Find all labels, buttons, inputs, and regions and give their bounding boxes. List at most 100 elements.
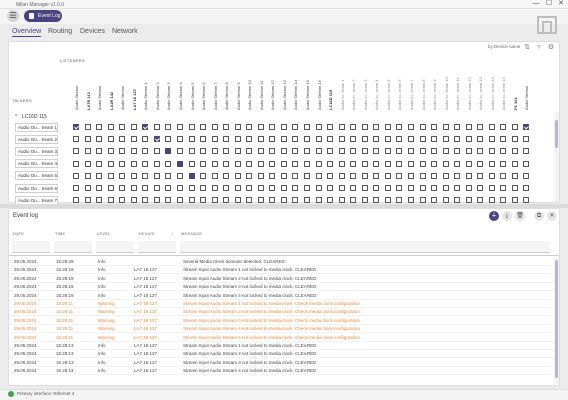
crosspoint-checkbox[interactable]: [500, 136, 507, 143]
crosspoint-checkbox[interactable]: [396, 160, 403, 167]
crosspoint-checkbox[interactable]: [211, 197, 218, 204]
settings-icon[interactable]: ⚙: [547, 44, 555, 51]
listener-column-header[interactable]: Audio Stream 10: [247, 80, 253, 110]
crosspoint-checkbox[interactable]: [234, 136, 241, 143]
crosspoint-checkbox[interactable]: [396, 197, 403, 204]
listener-column-header[interactable]: Audio Stream 1: [143, 82, 149, 110]
sort-icon[interactable]: ⇅: [524, 44, 530, 51]
crosspoint-checkbox[interactable]: [234, 197, 241, 204]
crosspoint-checkbox[interactable]: [477, 160, 484, 167]
crosspoint-checkbox[interactable]: [511, 172, 518, 179]
crosspoint-checkbox[interactable]: [165, 197, 172, 204]
crosspoint-checkbox[interactable]: [465, 148, 472, 155]
crosspoint-checkbox[interactable]: [511, 148, 518, 155]
sort-dropdown[interactable]: by Device name: [488, 44, 521, 49]
table-row[interactable]: 29.05.2024 15:28:13 Info LA7 16 127 Stream I…: [9, 350, 554, 359]
crosspoint-checkbox[interactable]: [246, 124, 253, 130]
crosspoint-checkbox[interactable]: [361, 185, 368, 191]
crosspoint-checkbox[interactable]: [511, 124, 518, 130]
crosspoint-checkbox[interactable]: [419, 172, 426, 179]
crosspoint-checkbox[interactable]: [523, 124, 530, 130]
crosspoint-checkbox[interactable]: [188, 148, 195, 155]
crosspoint-checkbox[interactable]: [223, 136, 230, 143]
crosspoint-checkbox[interactable]: [431, 197, 438, 204]
listener-column-header[interactable]: Audio Stream 15: [305, 80, 310, 110]
crosspoint-checkbox[interactable]: [130, 136, 137, 143]
crosspoint-checkbox[interactable]: [442, 197, 449, 204]
crosspoint-checkbox[interactable]: [153, 160, 160, 167]
crosspoint-checkbox[interactable]: [269, 136, 276, 143]
crosspoint-checkbox[interactable]: [107, 172, 114, 179]
filter-icon[interactable]: ▿: [537, 44, 541, 51]
listener-column-header[interactable]: Audio In...ream 14: [489, 77, 495, 110]
crosspoint-checkbox[interactable]: [73, 172, 79, 179]
crosspoint-checkbox[interactable]: [384, 124, 391, 130]
crosspoint-checkbox[interactable]: [73, 148, 79, 155]
crosspoint-checkbox[interactable]: [338, 136, 345, 143]
crosspoint-checkbox[interactable]: [419, 185, 426, 191]
talker-stream-label[interactable]: Audio Ou... tream 3: [15, 146, 58, 156]
talker-stream-label[interactable]: Audio Ou... tream 4: [15, 159, 58, 169]
crosspoint-checkbox[interactable]: [246, 185, 253, 191]
filter-icon[interactable]: ⏚: [489, 211, 499, 221]
crosspoint-checkbox[interactable]: [234, 148, 241, 155]
listener-column-header[interactable]: Audio Stream: [74, 85, 79, 110]
download-icon[interactable]: ⤓: [502, 211, 512, 221]
crosspoint-checkbox[interactable]: [165, 136, 172, 143]
level-filter-input[interactable]: [96, 241, 134, 253]
crosspoint-checkbox[interactable]: [465, 124, 472, 130]
crosspoint-checkbox[interactable]: [96, 172, 103, 179]
crosspoint-checkbox[interactable]: [327, 160, 334, 167]
crosspoint-checkbox[interactable]: [338, 160, 345, 167]
listener-column-header[interactable]: Audio In...ream 10: [443, 77, 449, 110]
listener-column-header[interactable]: LC16D 115: [328, 89, 334, 110]
minimize-button[interactable]: —: [532, 0, 540, 7]
crosspoint-checkbox[interactable]: [84, 160, 91, 167]
table-row[interactable]: 29.05.2024 15:28:19 Info LA7 16 127 Stream I…: [9, 275, 554, 283]
crosspoint-checkbox[interactable]: [454, 185, 461, 191]
crosspoint-checkbox[interactable]: [211, 185, 218, 191]
crosspoint-checkbox[interactable]: [419, 136, 426, 143]
crosspoint-checkbox[interactable]: [211, 124, 218, 130]
crosspoint-checkbox[interactable]: [107, 197, 114, 204]
table-row[interactable]: 29.05.2024 15:28:14 Info LA7 16 127 Stream I…: [9, 367, 554, 376]
crosspoint-checkbox[interactable]: [153, 124, 160, 130]
table-row[interactable]: 29.05.2024 15:28:19 Info LA7 16 127 Stream I…: [9, 292, 554, 300]
crosspoint-checkbox[interactable]: [73, 136, 79, 143]
crosspoint-checkbox[interactable]: [188, 124, 195, 130]
listener-column-header[interactable]: LA7 16 127: [131, 89, 137, 110]
crosspoint-checkbox[interactable]: [431, 160, 438, 167]
crosspoint-checkbox[interactable]: [119, 172, 126, 179]
crosspoint-checkbox[interactable]: [84, 136, 91, 143]
crosspoint-checkbox[interactable]: [153, 185, 160, 191]
crosspoint-checkbox[interactable]: [454, 124, 461, 130]
crosspoint-checkbox[interactable]: [107, 148, 114, 155]
crosspoint-checkbox[interactable]: [315, 197, 322, 204]
crosspoint-checkbox[interactable]: [304, 197, 310, 204]
menu-icon[interactable]: ☰: [7, 10, 19, 22]
crosspoint-checkbox[interactable]: [292, 124, 299, 130]
listener-column-header[interactable]: Audio Stream 6: [201, 82, 207, 110]
table-row[interactable]: 29.05.2024 15:28:29 Info Several Media Cloc…: [9, 258, 554, 266]
crosspoint-checkbox[interactable]: [350, 148, 357, 155]
crosspoint-checkbox[interactable]: [165, 185, 172, 191]
crosspoint-checkbox[interactable]: [523, 172, 530, 179]
crosspoint-checkbox[interactable]: [384, 185, 391, 191]
crosspoint-checkbox[interactable]: [327, 172, 334, 179]
crosspoint-checkbox[interactable]: [246, 160, 253, 167]
listener-column-header[interactable]: Audio In...ream 4: [374, 79, 380, 110]
crosspoint-checkbox[interactable]: [373, 136, 380, 143]
crosspoint-checkbox[interactable]: [130, 124, 137, 130]
talker-device-name[interactable]: LC16D 115: [22, 114, 47, 120]
crosspoint-checkbox[interactable]: [419, 148, 426, 155]
crosspoint-checkbox[interactable]: [465, 197, 472, 204]
crosspoint-checkbox[interactable]: [523, 160, 530, 167]
crosspoint-checkbox[interactable]: [431, 124, 438, 130]
crosspoint-checkbox[interactable]: [350, 172, 357, 179]
crosspoint-checkbox[interactable]: [442, 136, 449, 143]
crosspoint-checkbox[interactable]: [73, 124, 79, 130]
crosspoint-checkbox[interactable]: [327, 185, 334, 191]
crosspoint-checkbox[interactable]: [211, 160, 218, 167]
table-row[interactable]: 29.05.2024 15:28:19 Info LA7 16 127 Stream I…: [9, 266, 554, 275]
crosspoint-checkbox[interactable]: [119, 160, 126, 167]
